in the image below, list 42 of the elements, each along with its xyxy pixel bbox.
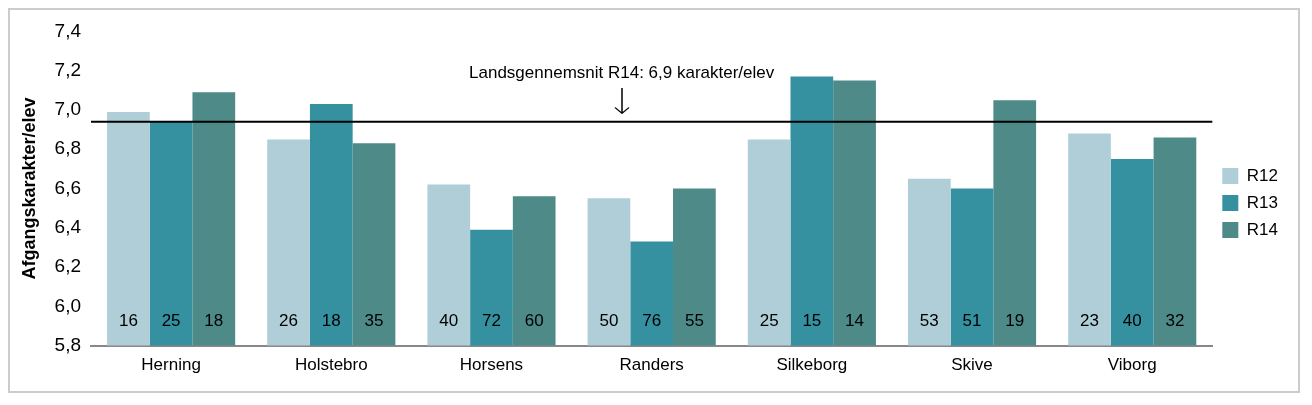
- y-tick-label: 6,8: [54, 137, 82, 159]
- legend-label: R13: [1246, 192, 1278, 212]
- annotation: 53: [919, 311, 939, 331]
- legend-label: R14: [1246, 219, 1278, 239]
- annotation: 50: [599, 311, 619, 331]
- ref-line-label: Landsgennemsnit R14: 6,9 karakter/elev: [469, 63, 775, 83]
- annotation: 15: [802, 311, 822, 331]
- annotation: 16: [118, 311, 138, 331]
- x-tick-label: Holstebro: [294, 355, 368, 375]
- annotation: 51: [962, 311, 982, 331]
- y-tick-label: 6,6: [54, 176, 82, 198]
- annotation: 26: [279, 311, 299, 331]
- y-tick-label: 6,0: [54, 294, 82, 316]
- annotation: 25: [161, 311, 181, 331]
- x-tick-label: Viborg: [1107, 355, 1157, 375]
- annotation: 72: [482, 311, 501, 331]
- x-tick-label: Horsens: [459, 355, 524, 375]
- y-axis-title: Afgangskarakter/elev: [18, 97, 39, 280]
- y-tick-label: 7,2: [54, 58, 82, 80]
- y-tick-label: 5,8: [54, 333, 82, 355]
- x-tick-label: Herning: [141, 355, 201, 375]
- annotation: 32: [1165, 311, 1185, 331]
- annotation: 55: [684, 311, 704, 331]
- y-tick-label: 6,4: [54, 216, 82, 238]
- annotation: 19: [1005, 311, 1025, 331]
- annotation: 23: [1080, 311, 1099, 331]
- x-tick-label: Silkeborg: [776, 355, 848, 375]
- annotation: 25: [759, 311, 779, 331]
- annotation: 18: [321, 311, 341, 331]
- y-tick-label: 7,0: [54, 98, 82, 120]
- y-tick-label: 6,2: [54, 255, 82, 277]
- annotation: 40: [1122, 311, 1142, 331]
- annotation: 76: [642, 311, 662, 331]
- annotation: 60: [524, 311, 544, 331]
- legend-label: R12: [1246, 165, 1278, 185]
- annotation: 35: [364, 311, 384, 331]
- annotation: 18: [204, 311, 224, 331]
- x-tick-label: Randers: [619, 355, 684, 375]
- annotation: 40: [439, 311, 459, 331]
- y-tick-label: 7,4: [54, 19, 82, 41]
- x-tick-label: Skive: [951, 355, 993, 375]
- annotation: 14: [845, 311, 865, 331]
